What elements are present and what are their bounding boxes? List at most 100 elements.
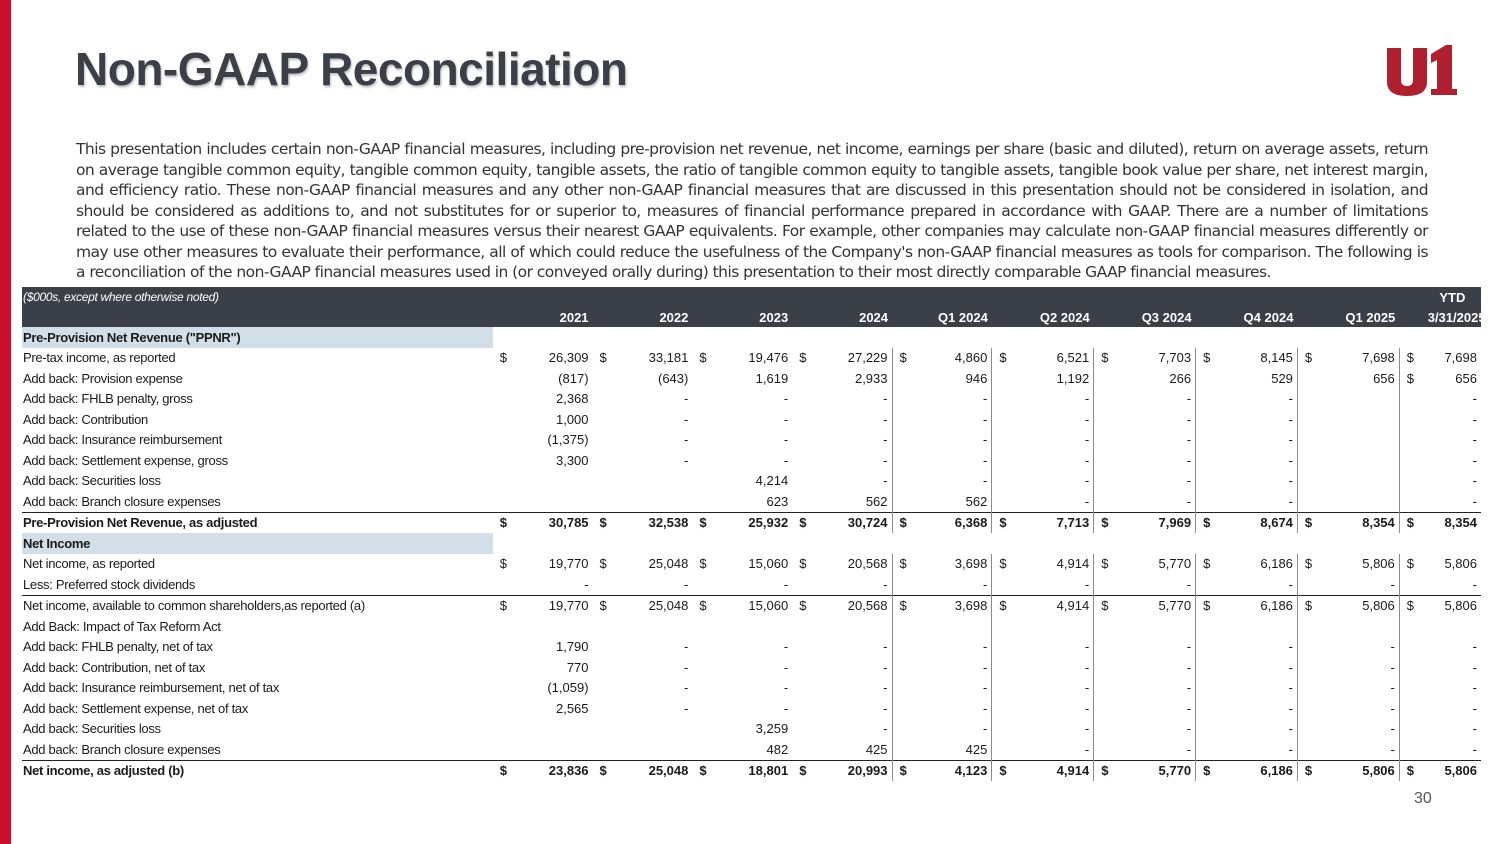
cell-value: 770 <box>566 659 589 675</box>
cell-value: 946 <box>965 370 988 386</box>
cell-value: - <box>1472 576 1477 592</box>
cell-value: 266 <box>1169 370 1192 386</box>
table-row: Add back: Provision expense (817) (643) 1,6… <box>22 368 1481 389</box>
dollar-sign: $ <box>1296 511 1322 533</box>
cell-value <box>1322 471 1399 492</box>
cell-value: - <box>684 432 689 448</box>
cell-value: - <box>1472 432 1477 448</box>
table-row: Add back: Settlement expense, gross 3,300… <box>22 450 1481 471</box>
cell-value: (817) <box>558 370 589 386</box>
dollar-sign: $ <box>1093 553 1119 574</box>
dollar-sign: $ <box>991 594 1017 616</box>
row-label: Add back: FHLB penalty, gross <box>23 391 193 407</box>
cell-value: - <box>883 639 888 655</box>
cell-value: - <box>1084 576 1090 592</box>
cell-value: - <box>783 576 789 592</box>
cell-value: (1,375) <box>547 432 589 448</box>
cell-value: 1,619 <box>755 370 789 386</box>
table-row: Net income, available to common sharehol… <box>22 594 1481 616</box>
cell-value: 5,806 <box>1444 556 1477 572</box>
cell-value: 6,186 <box>1220 759 1298 781</box>
cell-value: - <box>783 391 789 407</box>
cell-value: 2,933 <box>854 370 888 386</box>
row-label: Net income, as reported <box>23 556 155 572</box>
cell-value: - <box>1472 452 1477 468</box>
dollar-sign: $ <box>1195 594 1220 616</box>
table-row: Add back: FHLB penalty, gross 2,368 - - - - - -… <box>22 388 1481 409</box>
table-row: Pre-tax income, as reported $26,309 $33,18… <box>22 347 1481 368</box>
cell-value: - <box>883 576 888 592</box>
dollar-sign: $ <box>492 759 518 781</box>
dollar-sign: $ <box>891 759 917 781</box>
cell-value: 15,060 <box>716 594 793 616</box>
cell-value: 7,969 <box>1118 511 1196 533</box>
cell-value: 26,309 <box>548 350 589 366</box>
column-header: Q4 2024 <box>1220 307 1298 327</box>
row-label: Net income, available to common sharehol… <box>22 594 493 616</box>
table-row: Add back: Contribution, net of tax 770 - - -… <box>22 657 1481 678</box>
cell-value: - <box>1288 576 1293 592</box>
cell-value <box>617 739 692 760</box>
cell-value <box>517 739 592 760</box>
cell-value: - <box>1186 659 1192 675</box>
cell-value: - <box>1390 680 1395 696</box>
cell-value: - <box>1390 721 1395 737</box>
row-label: Add back: FHLB penalty, net of tax <box>23 639 213 655</box>
table-row: Add back: Contribution 1,000 - - - - - - - - <box>22 409 1481 430</box>
cell-value <box>617 616 692 637</box>
cell-value: - <box>1084 639 1090 655</box>
row-label: Add Back: Impact of Tax Reform Act <box>23 618 221 634</box>
cell-value: 656 <box>1455 370 1477 386</box>
table-row: Add back: Branch closure expenses 482 425 4… <box>22 739 1481 760</box>
dollar-sign: $ <box>891 553 917 574</box>
cell-value: 2,565 <box>555 700 589 716</box>
table-row: Net income, as adjusted (b) $23,836 $25,04… <box>22 759 1481 781</box>
cell-value: 1,000 <box>555 411 589 427</box>
cell-value: - <box>1084 659 1090 675</box>
cell-value: - <box>1472 639 1477 655</box>
dollar-sign: $ <box>1398 368 1424 389</box>
accent-bar <box>0 0 11 844</box>
column-header: Q1 2025 <box>1321 307 1400 327</box>
cell-value: 482 <box>766 741 789 757</box>
cell-value: 4,914 <box>1016 594 1094 616</box>
cell-value: - <box>983 700 988 716</box>
dollar-sign: $ <box>991 553 1017 574</box>
cell-value: 425 <box>965 741 988 757</box>
cell-value <box>617 719 692 740</box>
table-row: Add back: Securities loss 3,259 - - - - - - - <box>22 718 1481 740</box>
cell-value: 33,181 <box>648 350 689 366</box>
cell-value: - <box>1472 700 1477 716</box>
row-label: Add back: Branch closure expenses <box>23 741 221 757</box>
cell-value <box>1322 450 1399 471</box>
cell-value: - <box>1186 473 1192 489</box>
cell-value: 20,568 <box>847 556 888 572</box>
cell-value: 8,145 <box>1260 350 1293 366</box>
cell-value: 4,214 <box>755 473 789 489</box>
cell-value: - <box>983 721 988 737</box>
row-label: Add back: Securities loss <box>23 721 161 737</box>
cell-value: 4,914 <box>1056 556 1090 572</box>
dollar-sign: $ <box>1398 511 1424 533</box>
cell-value: 30,724 <box>816 511 893 533</box>
dollar-sign: $ <box>1093 759 1119 781</box>
cell-value: - <box>1288 680 1293 696</box>
cell-value: - <box>1084 493 1090 509</box>
dollar-sign: $ <box>499 556 507 572</box>
cell-value <box>1322 430 1399 451</box>
dollar-sign: $ <box>792 594 817 616</box>
dollar-sign: $ <box>492 594 518 616</box>
cell-value: - <box>883 452 888 468</box>
column-header: 2023 <box>716 307 793 327</box>
cell-value: - <box>1288 452 1293 468</box>
dollar-sign: $ <box>492 511 518 533</box>
cell-value: 25,932 <box>716 511 793 533</box>
cell-value: - <box>1084 741 1090 757</box>
cell-value: 7,698 <box>1362 350 1395 366</box>
cell-value: - <box>684 576 689 592</box>
cell-value <box>517 471 592 492</box>
cell-value: - <box>1084 432 1090 448</box>
cell-value: 7,713 <box>1016 511 1094 533</box>
dollar-sign: $ <box>792 511 817 533</box>
table-row: Add back: Insurance reimbursement (1,375)… <box>22 429 1481 451</box>
